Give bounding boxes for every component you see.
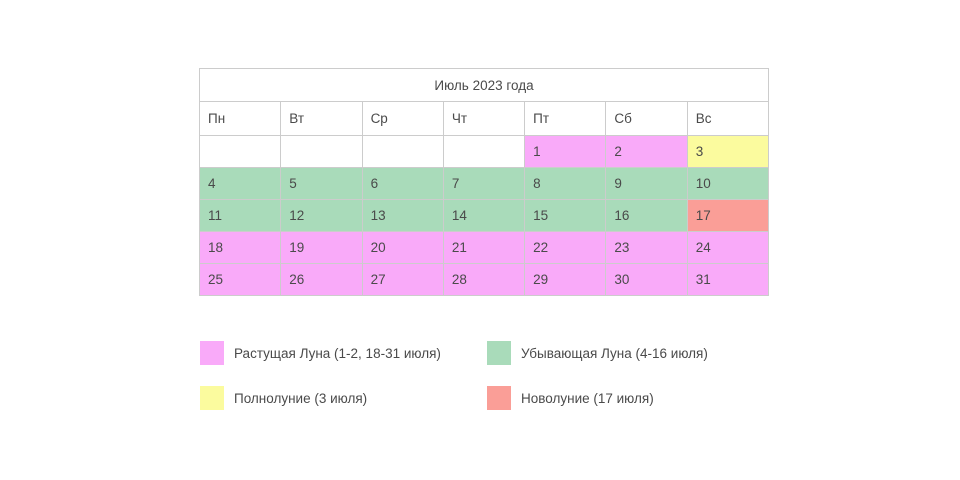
- calendar-day-cell: 9: [605, 167, 688, 200]
- calendar-empty-cell: [361, 135, 444, 168]
- day-header: Пн: [198, 101, 282, 136]
- legend-label: Новолуние (17 июля): [521, 390, 654, 406]
- calendar-day-cell: 15: [524, 199, 607, 232]
- calendar-day-cell: 4: [198, 167, 282, 200]
- calendar-week-row: 11 12 13 14 15 16 17: [198, 199, 770, 232]
- legend-item: Новолуние (17 июля): [487, 386, 708, 410]
- calendar-day-cell: 27: [361, 263, 444, 296]
- calendar-day-cell: 23: [605, 231, 688, 264]
- calendar-day-cell: 6: [361, 167, 444, 200]
- calendar-day-cell: 7: [442, 167, 526, 200]
- day-header: Сб: [605, 101, 688, 136]
- calendar-empty-cell: [442, 135, 526, 168]
- calendar-day-cell: 28: [442, 263, 526, 296]
- calendar-day-cell: 5: [280, 167, 363, 200]
- calendar-day-cell: 11: [198, 199, 282, 232]
- day-header-row: Пн Вт Ср Чт Пт Сб Вс: [198, 101, 770, 136]
- calendar-day-cell: 1: [524, 135, 607, 168]
- calendar-day-cell: 2: [605, 135, 688, 168]
- full-moon-swatch: [200, 386, 224, 410]
- calendar-title: Июль 2023 года: [199, 68, 769, 102]
- legend-item: Растущая Луна (1-2, 18-31 июля): [200, 341, 487, 365]
- legend-item: Убывающая Луна (4-16 июля): [487, 341, 708, 365]
- calendar-day-cell: 25: [198, 263, 282, 296]
- waxing-moon-swatch: [200, 341, 224, 365]
- calendar-day-cell: 30: [605, 263, 688, 296]
- legend: Растущая Луна (1-2, 18-31 июля) Убывающая…: [200, 341, 708, 410]
- calendar-day-cell: 13: [361, 199, 444, 232]
- calendar-week-row: 4 5 6 7 8 9 10: [198, 167, 770, 200]
- calendar-day-cell: 29: [524, 263, 607, 296]
- legend-item: Полнолуние (3 июля): [200, 386, 487, 410]
- day-header: Вс: [686, 101, 770, 136]
- calendar-day-cell: 10: [686, 167, 770, 200]
- calendar-title-row: Июль 2023 года: [199, 68, 769, 102]
- calendar-empty-cell: [280, 135, 363, 168]
- legend-label: Растущая Луна (1-2, 18-31 июля): [234, 345, 441, 361]
- calendar-day-cell: 3: [686, 135, 770, 168]
- calendar-week-row: 25 26 27 28 29 30 31: [198, 263, 770, 296]
- calendar-day-cell: 14: [442, 199, 526, 232]
- calendar-body: 1 2 3 4 5 6 7 8 9 10 11 12 13 14 15 16 17 18 19 20 21 22 23 24 2…: [198, 135, 770, 296]
- calendar-day-cell: 19: [280, 231, 363, 264]
- calendar-day-cell: 16: [605, 199, 688, 232]
- new-moon-swatch: [487, 386, 511, 410]
- day-header: Ср: [361, 101, 444, 136]
- calendar-empty-cell: [198, 135, 282, 168]
- day-header: Чт: [442, 101, 526, 136]
- calendar-day-cell: 8: [524, 167, 607, 200]
- calendar-day-cell: 17: [686, 199, 770, 232]
- day-header: Вт: [280, 101, 363, 136]
- day-header: Пт: [524, 101, 607, 136]
- legend-label: Убывающая Луна (4-16 июля): [521, 345, 708, 361]
- calendar-day-cell: 21: [442, 231, 526, 264]
- calendar-day-cell: 12: [280, 199, 363, 232]
- calendar-week-row: 18 19 20 21 22 23 24: [198, 231, 770, 264]
- calendar-day-cell: 22: [524, 231, 607, 264]
- waning-moon-swatch: [487, 341, 511, 365]
- calendar-day-cell: 26: [280, 263, 363, 296]
- legend-label: Полнолуние (3 июля): [234, 390, 368, 406]
- calendar-day-cell: 31: [686, 263, 770, 296]
- calendar-day-cell: 18: [198, 231, 282, 264]
- calendar-day-cell: 20: [361, 231, 444, 264]
- calendar-day-cell: 24: [686, 231, 770, 264]
